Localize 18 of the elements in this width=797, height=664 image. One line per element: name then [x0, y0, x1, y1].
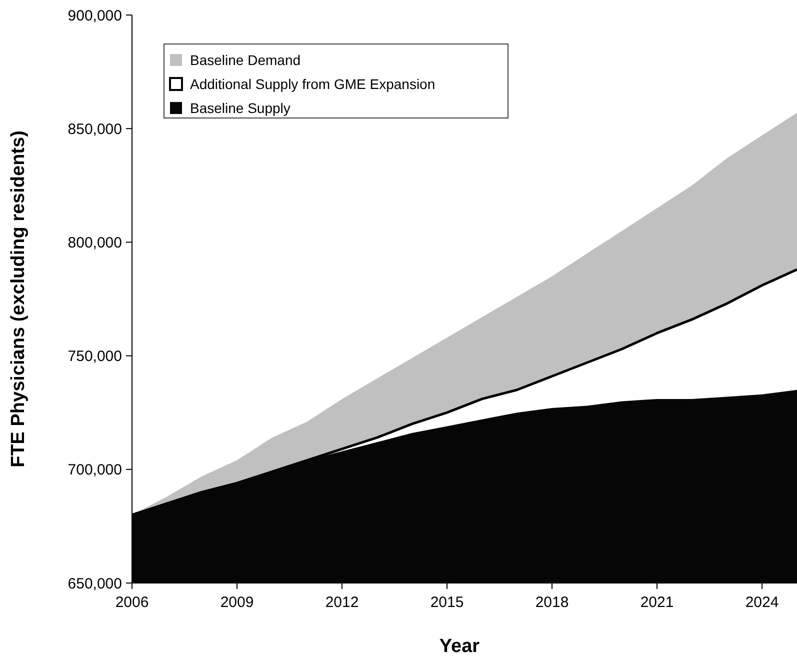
y-tick-label: 750,000: [68, 348, 122, 366]
legend-label: Baseline Demand: [190, 52, 301, 68]
x-tick-label: 2009: [220, 594, 254, 611]
y-axis-title: FTE Physicians (excluding residents): [8, 130, 29, 468]
y-tick-label: 700,000: [68, 462, 122, 479]
y-tick-label: 800,000: [68, 234, 122, 252]
x-tick-label: 2024: [745, 594, 779, 611]
x-tick-label: 2012: [325, 594, 359, 611]
x-tick-label: 2018: [535, 594, 569, 611]
x-tick-label: 2015: [430, 594, 464, 611]
y-tick-label: 650,000: [68, 575, 122, 592]
legend-label: Additional Supply from GME Expansion: [190, 76, 436, 92]
y-tick-label: 900,000: [68, 7, 122, 24]
y-tick-label: 850,000: [68, 120, 122, 138]
x-axis-title: Year: [439, 636, 480, 657]
x-tick-label: 2021: [640, 594, 674, 611]
x-tick-label: 2006: [115, 594, 149, 611]
legend-label: Baseline Supply: [190, 100, 290, 116]
